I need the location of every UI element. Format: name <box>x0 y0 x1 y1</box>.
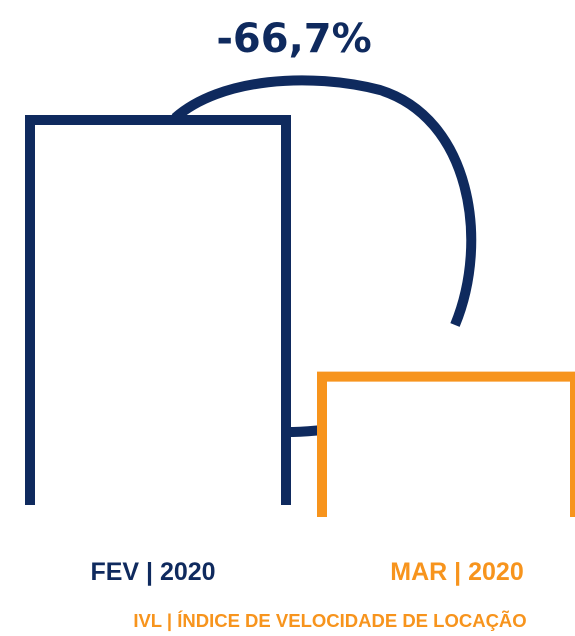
bar-fev <box>25 115 291 505</box>
change-arc-connector <box>171 75 477 327</box>
bar-mar <box>317 371 575 517</box>
change-annotation: -66,7% <box>216 16 371 62</box>
category-label-mar: MAR | 2020 <box>390 558 523 586</box>
chart-caption: IVL | ÍNDICE DE VELOCIDADE DE LOCAÇÃO <box>133 610 526 631</box>
bars-layer <box>25 115 575 517</box>
category-label-fev: FEV | 2020 <box>90 558 215 586</box>
